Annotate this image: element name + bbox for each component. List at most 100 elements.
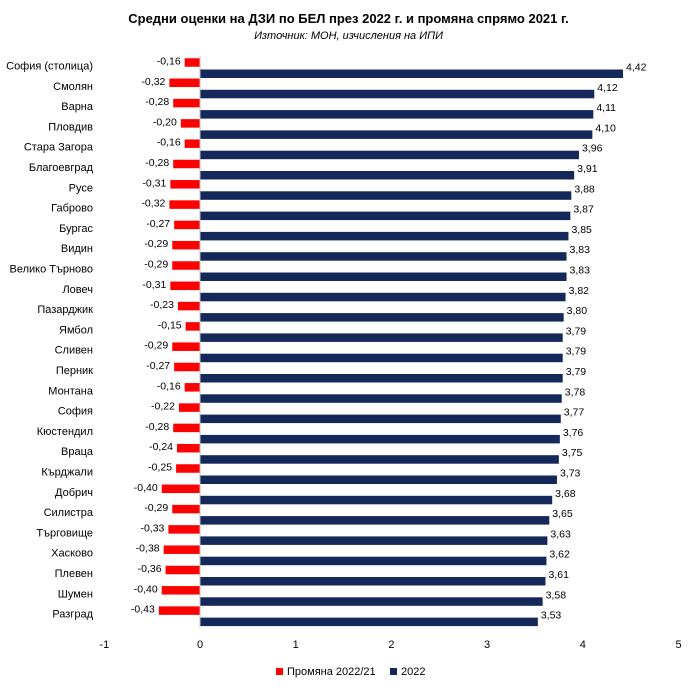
data-label-2022: 3,65 — [552, 508, 573, 520]
legend-label-2022: 2022 — [401, 666, 425, 678]
bar-2022 — [200, 394, 562, 403]
category-label: Хасково — [51, 548, 93, 560]
bar-2022 — [200, 171, 575, 180]
category-label: Враца — [61, 446, 94, 458]
bar-2022 — [200, 292, 566, 302]
legend-swatch-change — [276, 668, 283, 675]
category-label: Добрич — [55, 487, 93, 499]
bar-change — [184, 383, 200, 392]
data-label-2022: 3,63 — [550, 528, 571, 540]
data-label-2022: 3,85 — [571, 224, 592, 236]
bar-2022 — [200, 536, 548, 545]
bar-change — [177, 301, 200, 311]
bar-change — [172, 240, 200, 250]
category-label: Търговище — [36, 527, 93, 539]
bar-change — [185, 322, 200, 331]
category-label: Смолян — [53, 81, 93, 93]
data-label-change: -0,29 — [144, 502, 168, 514]
bar-2022 — [200, 475, 557, 484]
bar-change — [176, 464, 200, 473]
data-label-change: -0,28 — [145, 157, 169, 169]
x-tick-label: 5 — [675, 639, 681, 651]
data-label-2022: 3,96 — [582, 143, 603, 155]
bar-change — [169, 200, 200, 209]
category-label: Русе — [69, 182, 93, 194]
bar-2022 — [200, 130, 593, 139]
bar-2022 — [200, 577, 546, 586]
legend-swatch-2022 — [390, 668, 397, 675]
data-label-2022: 4,11 — [596, 102, 616, 114]
data-label-2022: 3,68 — [555, 488, 576, 500]
legend-label-change: Промяна 2022/21 — [287, 666, 376, 678]
bar-change — [158, 606, 200, 615]
x-tick-label: 4 — [580, 639, 586, 651]
data-label-change: -0,28 — [145, 421, 169, 433]
data-label-2022: 4,12 — [597, 82, 618, 94]
category-label: Сливен — [55, 345, 93, 357]
bar-2022 — [200, 353, 563, 363]
bar-2022 — [200, 69, 623, 78]
bar-change — [174, 220, 200, 230]
data-label-change: -0,38 — [136, 543, 160, 555]
data-label-change: -0,29 — [144, 340, 168, 352]
bar-change — [170, 281, 200, 291]
data-label-change: -0,40 — [134, 583, 158, 595]
data-label-2022: 3,87 — [573, 204, 594, 216]
category-label: Габрово — [51, 203, 93, 215]
category-label: Ловеч — [62, 284, 93, 296]
bar-2022 — [200, 333, 563, 342]
data-label-2022: 3,91 — [577, 163, 598, 175]
bar-change — [172, 261, 200, 270]
category-label: Кюстендил — [37, 426, 93, 438]
bar-change — [173, 423, 200, 433]
data-label-change: -0,31 — [142, 279, 166, 291]
category-label: Варна — [61, 101, 94, 113]
bar-2022 — [200, 434, 560, 444]
data-label-change: -0,32 — [141, 198, 165, 210]
data-label-2022: 3,75 — [562, 447, 583, 459]
data-label-change: -0,29 — [144, 259, 168, 271]
data-label-change: -0,40 — [134, 482, 158, 494]
category-label: Благоевград — [29, 162, 94, 174]
data-label-2022: 3,83 — [570, 265, 591, 277]
data-label-2022: 3,79 — [566, 366, 587, 378]
data-label-change: -0,27 — [146, 218, 170, 230]
bar-change — [173, 159, 200, 169]
category-label: Монтана — [48, 385, 94, 397]
category-label: Стара Загора — [24, 142, 94, 154]
bar-2022 — [200, 597, 543, 606]
category-label: Бургас — [59, 223, 93, 235]
data-label-change: -0,25 — [148, 462, 172, 474]
category-label: Видин — [61, 243, 93, 255]
bar-change — [168, 525, 200, 534]
category-label: Ямбол — [59, 324, 93, 336]
x-tick-label: 2 — [388, 639, 394, 651]
bar-change — [170, 180, 200, 189]
data-label-2022: 3,79 — [566, 325, 587, 337]
bar-change — [165, 565, 200, 575]
data-label-2022: 3,62 — [549, 549, 570, 561]
bar-2022 — [200, 455, 559, 464]
bar-change — [173, 98, 200, 108]
bar-2022 — [200, 150, 579, 160]
bar-change — [177, 443, 200, 453]
bar-2022 — [200, 89, 595, 99]
x-tick-label: 1 — [293, 639, 299, 651]
data-label-2022: 3,76 — [563, 427, 584, 439]
data-label-2022: 3,58 — [546, 589, 567, 601]
bar-2022 — [200, 374, 563, 383]
data-label-2022: 3,77 — [564, 407, 585, 419]
bar-2022 — [200, 516, 550, 525]
bar-2022 — [200, 313, 564, 322]
data-label-2022: 4,42 — [626, 62, 647, 74]
data-label-change: -0,16 — [157, 56, 181, 68]
data-label-2022: 4,10 — [595, 122, 616, 134]
category-label: София — [58, 406, 93, 418]
category-label: Велико Търново — [9, 264, 93, 276]
category-label: София (столица) — [6, 61, 93, 73]
bar-change — [178, 403, 200, 412]
bar-2022 — [200, 495, 553, 505]
category-label: Кърджали — [41, 467, 93, 479]
data-label-change: -0,16 — [157, 137, 181, 149]
